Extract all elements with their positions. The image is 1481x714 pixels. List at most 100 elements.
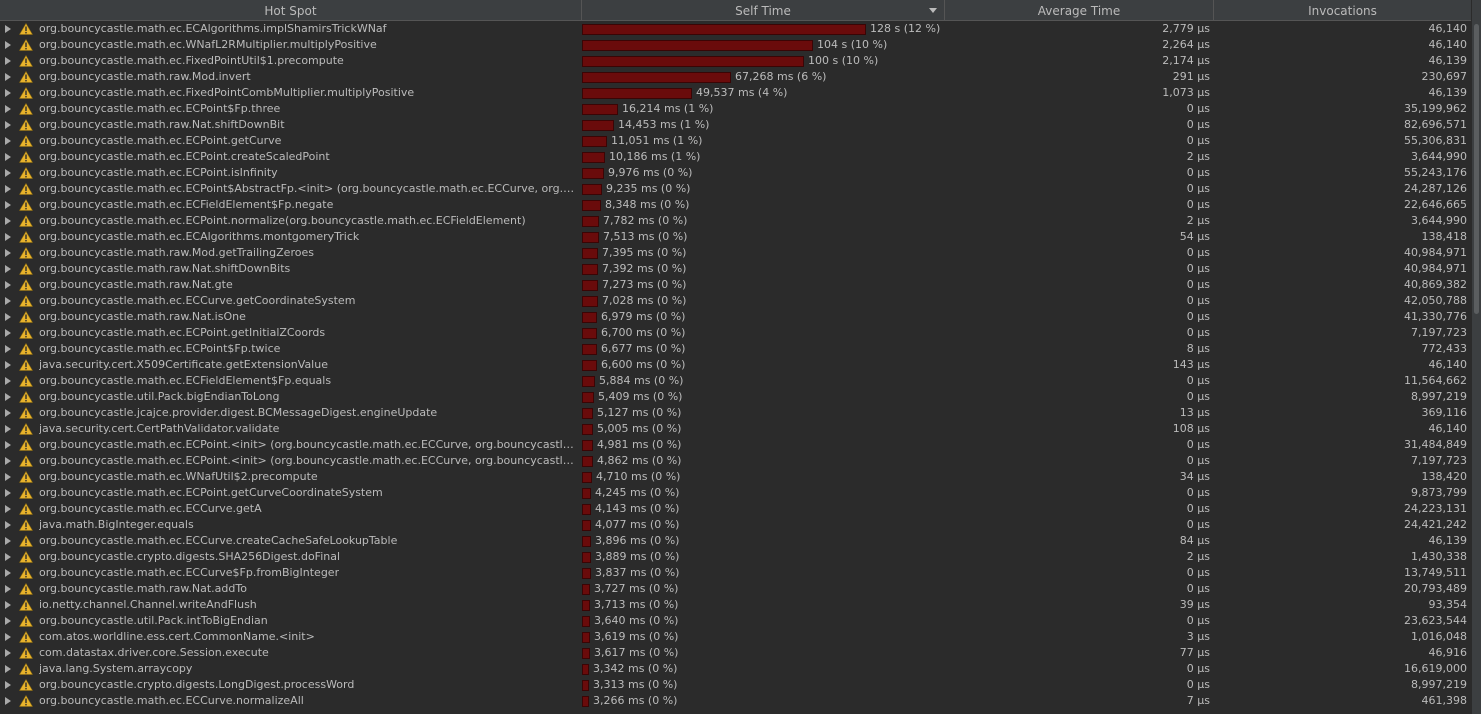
expand-arrow-icon[interactable] bbox=[5, 105, 11, 113]
vertical-scrollbar[interactable] bbox=[1471, 0, 1481, 714]
expand-arrow-icon[interactable] bbox=[5, 681, 11, 689]
table-row[interactable]: java.security.cert.CertPathValidator.val… bbox=[0, 421, 1471, 437]
table-row[interactable]: org.bouncycastle.util.Pack.intToBigEndia… bbox=[0, 613, 1471, 629]
invocations-value: 1,430,338 bbox=[1411, 550, 1467, 563]
table-row[interactable]: java.lang.System.arraycopy 3,342 ms (0 %)… bbox=[0, 661, 1471, 677]
table-row[interactable]: org.bouncycastle.math.raw.Nat.addTo 3,727… bbox=[0, 581, 1471, 597]
expand-arrow-icon[interactable] bbox=[5, 425, 11, 433]
expand-arrow-icon[interactable] bbox=[5, 281, 11, 289]
table-row[interactable]: org.bouncycastle.math.ec.ECCurve.normali… bbox=[0, 693, 1471, 709]
invocations-value: 1,016,048 bbox=[1411, 630, 1467, 643]
table-row[interactable]: org.bouncycastle.math.raw.Mod.getTrailin… bbox=[0, 245, 1471, 261]
table-row[interactable]: org.bouncycastle.math.ec.ECAlgorithms.im… bbox=[0, 21, 1471, 37]
table-row[interactable]: org.bouncycastle.jcajce.provider.digest.… bbox=[0, 405, 1471, 421]
scrollbar-thumb[interactable] bbox=[1474, 24, 1479, 314]
expand-arrow-icon[interactable] bbox=[5, 313, 11, 321]
table-row[interactable]: org.bouncycastle.crypto.digests.SHA256Di… bbox=[0, 549, 1471, 565]
table-row[interactable]: com.atos.worldline.ess.cert.CommonName.<… bbox=[0, 629, 1471, 645]
table-row[interactable]: org.bouncycastle.math.ec.ECPoint$Abstrac… bbox=[0, 181, 1471, 197]
expand-arrow-icon[interactable] bbox=[5, 633, 11, 641]
expand-arrow-icon[interactable] bbox=[5, 137, 11, 145]
table-row[interactable]: org.bouncycastle.math.ec.ECFieldElement$… bbox=[0, 197, 1471, 213]
table-row[interactable]: org.bouncycastle.math.ec.ECPoint.getCurv… bbox=[0, 485, 1471, 501]
column-header-average-time[interactable]: Average Time bbox=[945, 0, 1214, 20]
table-row[interactable]: org.bouncycastle.math.ec.WNafL2RMultipli… bbox=[0, 37, 1471, 53]
expand-arrow-icon[interactable] bbox=[5, 505, 11, 513]
table-row[interactable]: java.security.cert.X509Certificate.getEx… bbox=[0, 357, 1471, 373]
expand-arrow-icon[interactable] bbox=[5, 57, 11, 65]
expand-arrow-icon[interactable] bbox=[5, 25, 11, 33]
expand-arrow-icon[interactable] bbox=[5, 233, 11, 241]
expand-arrow-icon[interactable] bbox=[5, 377, 11, 385]
expand-arrow-icon[interactable] bbox=[5, 89, 11, 97]
table-row[interactable]: com.datastax.driver.core.Session.execute… bbox=[0, 645, 1471, 661]
expand-arrow-icon[interactable] bbox=[5, 73, 11, 81]
expand-arrow-icon[interactable] bbox=[5, 169, 11, 177]
expand-arrow-icon[interactable] bbox=[5, 393, 11, 401]
expand-arrow-icon[interactable] bbox=[5, 521, 11, 529]
table-row[interactable]: org.bouncycastle.math.ec.FixedPointUtil$… bbox=[0, 53, 1471, 69]
table-row[interactable]: org.bouncycastle.math.raw.Nat.shiftDownB… bbox=[0, 261, 1471, 277]
expand-arrow-icon[interactable] bbox=[5, 569, 11, 577]
expand-arrow-icon[interactable] bbox=[5, 249, 11, 257]
expand-arrow-icon[interactable] bbox=[5, 665, 11, 673]
expand-arrow-icon[interactable] bbox=[5, 185, 11, 193]
table-row[interactable]: org.bouncycastle.math.raw.Mod.invert 67,2… bbox=[0, 69, 1471, 85]
expand-arrow-icon[interactable] bbox=[5, 265, 11, 273]
method-name: org.bouncycastle.math.ec.ECPoint$Fp.twic… bbox=[39, 342, 281, 355]
expand-arrow-icon[interactable] bbox=[5, 345, 11, 353]
expand-arrow-icon[interactable] bbox=[5, 409, 11, 417]
expand-arrow-icon[interactable] bbox=[5, 473, 11, 481]
table-row[interactable]: org.bouncycastle.math.ec.ECPoint.normali… bbox=[0, 213, 1471, 229]
table-row[interactable]: java.math.BigInteger.equals 4,077 ms (0 %… bbox=[0, 517, 1471, 533]
sort-descending-icon[interactable] bbox=[929, 8, 937, 13]
self-time-bar bbox=[582, 167, 604, 179]
expand-arrow-icon[interactable] bbox=[5, 457, 11, 465]
table-row[interactable]: org.bouncycastle.math.raw.Nat.gte 7,273 m… bbox=[0, 277, 1471, 293]
expand-arrow-icon[interactable] bbox=[5, 537, 11, 545]
expand-arrow-icon[interactable] bbox=[5, 441, 11, 449]
expand-arrow-icon[interactable] bbox=[5, 217, 11, 225]
expand-arrow-icon[interactable] bbox=[5, 153, 11, 161]
table-row[interactable]: org.bouncycastle.math.ec.ECPoint.getCurv… bbox=[0, 133, 1471, 149]
expand-arrow-icon[interactable] bbox=[5, 201, 11, 209]
table-row[interactable]: org.bouncycastle.math.ec.WNafUtil$2.prec… bbox=[0, 469, 1471, 485]
table-row[interactable]: org.bouncycastle.math.ec.ECCurve$Fp.from… bbox=[0, 565, 1471, 581]
table-row[interactable]: org.bouncycastle.math.ec.ECCurve.createC… bbox=[0, 533, 1471, 549]
table-row[interactable]: org.bouncycastle.math.ec.ECCurve.getA 4,1… bbox=[0, 501, 1471, 517]
expand-arrow-icon[interactable] bbox=[5, 297, 11, 305]
expand-arrow-icon[interactable] bbox=[5, 361, 11, 369]
table-row[interactable]: org.bouncycastle.math.ec.ECPoint.<init> … bbox=[0, 437, 1471, 453]
expand-arrow-icon[interactable] bbox=[5, 121, 11, 129]
expand-arrow-icon[interactable] bbox=[5, 41, 11, 49]
table-row[interactable]: org.bouncycastle.math.ec.ECPoint.getInit… bbox=[0, 325, 1471, 341]
table-row[interactable]: org.bouncycastle.math.ec.ECAlgorithms.mo… bbox=[0, 229, 1471, 245]
self-time-value: 7,273 ms (0 %) bbox=[602, 278, 687, 291]
table-row[interactable]: org.bouncycastle.math.ec.ECPoint$Fp.twic… bbox=[0, 341, 1471, 357]
expand-arrow-icon[interactable] bbox=[5, 649, 11, 657]
table-row[interactable]: org.bouncycastle.math.ec.ECPoint.createS… bbox=[0, 149, 1471, 165]
table-row[interactable]: org.bouncycastle.math.raw.Nat.shiftDownB… bbox=[0, 117, 1471, 133]
table-row[interactable]: io.netty.channel.Channel.writeAndFlush 3,… bbox=[0, 597, 1471, 613]
table-row[interactable]: org.bouncycastle.math.ec.ECPoint$Fp.thre… bbox=[0, 101, 1471, 117]
column-header-hot-spot[interactable]: Hot Spot bbox=[0, 0, 582, 20]
column-header-self-time[interactable]: Self Time bbox=[582, 0, 945, 20]
column-header-invocations[interactable]: Invocations bbox=[1308, 4, 1377, 18]
expand-arrow-icon[interactable] bbox=[5, 329, 11, 337]
expand-arrow-icon[interactable] bbox=[5, 489, 11, 497]
invocations-value: 16,619,000 bbox=[1404, 662, 1467, 675]
expand-arrow-icon[interactable] bbox=[5, 601, 11, 609]
table-row[interactable]: org.bouncycastle.math.ec.ECFieldElement$… bbox=[0, 373, 1471, 389]
table-row[interactable]: org.bouncycastle.math.ec.FixedPointCombM… bbox=[0, 85, 1471, 101]
table-row[interactable]: org.bouncycastle.crypto.digests.LongDige… bbox=[0, 677, 1471, 693]
expand-arrow-icon[interactable] bbox=[5, 697, 11, 705]
expand-arrow-icon[interactable] bbox=[5, 617, 11, 625]
table-row[interactable]: org.bouncycastle.util.Pack.bigEndianToLo… bbox=[0, 389, 1471, 405]
table-row[interactable]: org.bouncycastle.math.ec.ECCurve.getCoor… bbox=[0, 293, 1471, 309]
expand-arrow-icon[interactable] bbox=[5, 553, 11, 561]
table-row[interactable]: org.bouncycastle.math.ec.ECPoint.<init> … bbox=[0, 453, 1471, 469]
expand-arrow-icon[interactable] bbox=[5, 585, 11, 593]
table-row[interactable]: org.bouncycastle.math.raw.Nat.isOne 6,979… bbox=[0, 309, 1471, 325]
table-row[interactable]: org.bouncycastle.math.ec.ECPoint.isInfin… bbox=[0, 165, 1471, 181]
self-time-cell: 104 s (10 %) bbox=[582, 37, 945, 53]
